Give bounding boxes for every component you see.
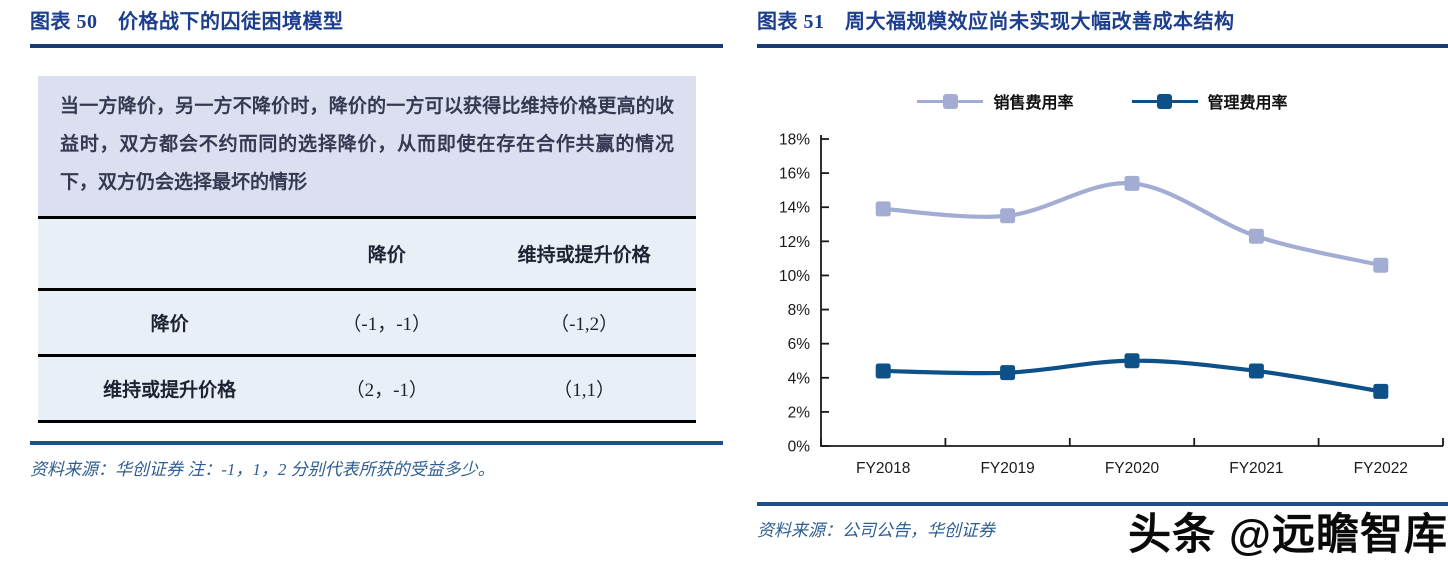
legend-square: [942, 93, 958, 109]
svg-text:18%: 18%: [779, 132, 810, 149]
figure-50-source-rule: [30, 440, 723, 445]
row-label-keep-price: 维持或提升价格: [103, 379, 237, 401]
svg-text:10%: 10%: [779, 268, 810, 285]
legend-item-selling-expense: 销售费用率: [917, 89, 1074, 113]
svg-text:0%: 0%: [788, 439, 811, 456]
axis-tick-labels: 0% 2% 4% 6% 8% 10% 12% 14% 16% 18% FY2018 FY2019 FY2…: [779, 132, 1408, 478]
svg-text:FY2019: FY2019: [980, 460, 1034, 477]
svg-text:FY2018: FY2018: [856, 460, 910, 477]
payoff-table-header-cut-price: 降价: [367, 244, 406, 266]
payoff-cell: （-1,2）: [550, 313, 619, 335]
chart-axes: [820, 135, 1444, 447]
series-0: [875, 175, 1389, 273]
figure-51-source-rule: [757, 502, 1448, 506]
svg-text:8%: 8%: [788, 302, 811, 319]
legend-label-selling: 销售费用率: [993, 95, 1074, 112]
payoff-cell: （1,1）: [553, 379, 616, 401]
svg-text:12%: 12%: [779, 234, 810, 251]
svg-text:16%: 16%: [779, 166, 810, 183]
svg-text:FY2020: FY2020: [1105, 460, 1160, 477]
svg-text:2%: 2%: [788, 404, 811, 421]
legend-label-admin: 管理费用率: [1207, 95, 1288, 112]
figure-50-source-note: 资料来源：华创证券 注：-1，1，2 分别代表所获的受益多少。: [30, 459, 495, 479]
figure-50: 图表 50 价格战下的囚徒困境模型 当一方降价，另一方不降价时，降价的一方可以获…: [30, 8, 723, 564]
figure-51-title-rule: [757, 44, 1448, 48]
chart-legend: 销售费用率 管理费用率: [757, 88, 1448, 114]
figure-50-title-rule: [30, 44, 723, 48]
figure-51: 图表 51 周大福规模效应尚未实现大幅改善成本结构 销售费用率 管理费用率: [757, 8, 1448, 564]
row-label-cut-price: 降价: [150, 313, 189, 335]
line-square-marker-icon: [1131, 93, 1198, 109]
svg-text:FY2021: FY2021: [1229, 460, 1283, 477]
line-square-marker-icon: [917, 93, 984, 109]
payoff-table-header-empty: [38, 219, 301, 289]
expense-ratio-chart: 销售费用率 管理费用率 0% 2% 4% 6% 8% 10% 12% 14% 16% 18% FY2…: [757, 48, 1448, 490]
prisoners-dilemma-description: 当一方降价，另一方不降价时，降价的一方可以获得比维持价格更高的收益时，双方都会不…: [38, 76, 696, 219]
figure-51-source-note: 资料来源：公司公告，华创证券: [757, 521, 995, 540]
svg-text:14%: 14%: [779, 200, 810, 217]
payoff-cell: （-1，-1）: [342, 313, 432, 335]
payoff-cell: （2，-1）: [345, 379, 428, 401]
legend-square: [1157, 93, 1172, 109]
svg-text:6%: 6%: [788, 336, 811, 353]
figure-50-title: 图表 50 价格战下的囚徒困境模型: [30, 11, 344, 33]
series-1: [875, 353, 1389, 399]
legend-item-admin-expense: 管理费用率: [1131, 89, 1288, 113]
payoff-table: 降价 维持或提升价格 降价 （-1，-1） （-1,2） 维持或提升价格 （2，…: [38, 219, 696, 423]
watermark-text: 头条 @远瞻智库: [1128, 511, 1448, 559]
table-row: 维持或提升价格 （2，-1） （1,1）: [38, 355, 696, 421]
svg-text:4%: 4%: [788, 370, 811, 387]
payoff-table-header-row: 降价 维持或提升价格: [38, 219, 696, 289]
payoff-table-header-keep-price: 维持或提升价格: [517, 244, 651, 266]
table-row: 降价 （-1，-1） （-1,2）: [38, 289, 696, 355]
figure-51-title: 图表 51 周大福规模效应尚未实现大幅改善成本结构: [757, 11, 1235, 33]
line-chart-canvas: 0% 2% 4% 6% 8% 10% 12% 14% 16% 18% FY2018 FY2019 FY2…: [779, 132, 1444, 478]
svg-text:FY2022: FY2022: [1354, 460, 1408, 477]
